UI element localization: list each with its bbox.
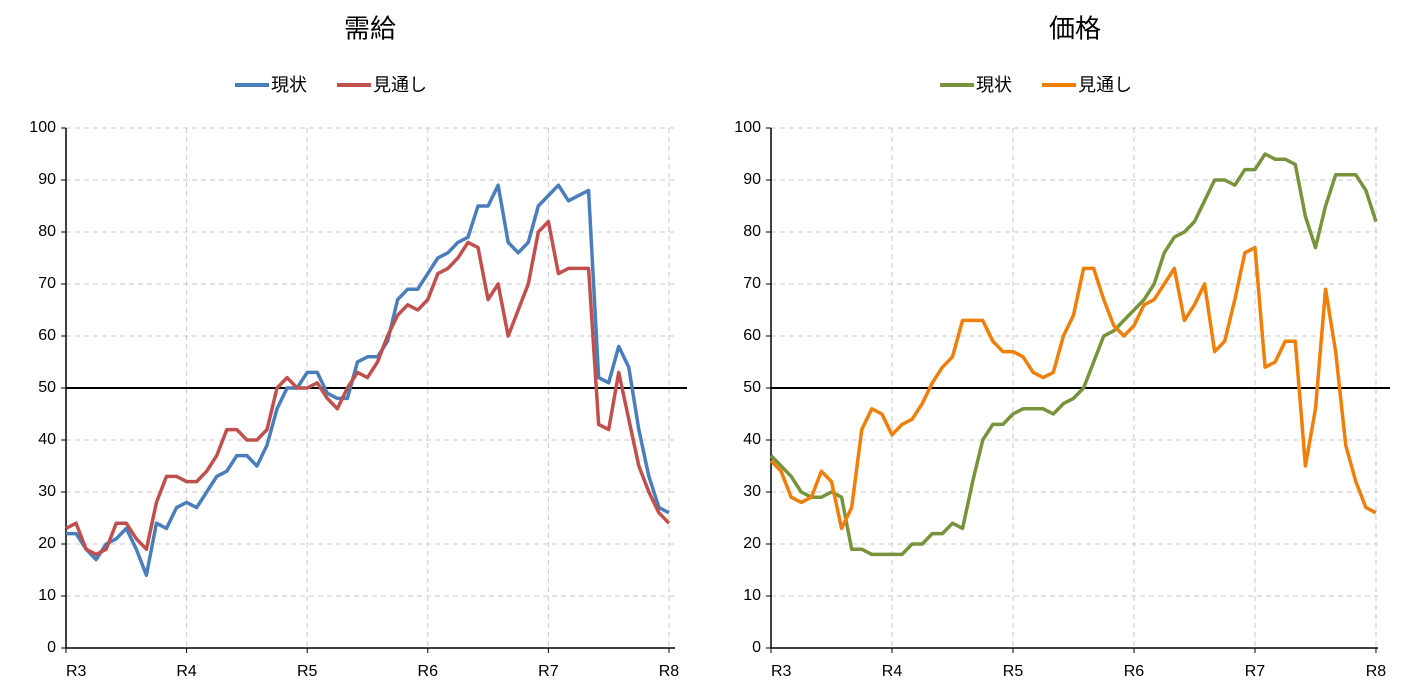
y-tick-label: 70 (743, 275, 761, 292)
y-tick-label: 60 (743, 327, 761, 344)
x-tick-label: R8 (659, 663, 680, 680)
y-tick-label: 50 (743, 379, 761, 396)
series-line (65, 219, 671, 557)
y-tick-label: 80 (38, 223, 56, 240)
x-tick-label: R6 (418, 663, 439, 680)
legend-label: 見通し (1078, 75, 1132, 96)
x-tick-label: R3 (771, 663, 792, 680)
y-tick-label: 90 (38, 171, 56, 188)
x-tick-label: R7 (1245, 663, 1266, 680)
y-tick-label: 10 (38, 587, 56, 604)
x-tick-label: R5 (1003, 663, 1024, 680)
x-tick-label: R3 (66, 663, 87, 680)
x-tick-label: R7 (538, 663, 559, 680)
x-tick-label: R4 (176, 663, 197, 680)
chart-title: 需給 (344, 15, 396, 45)
y-tick-label: 80 (743, 223, 761, 240)
y-tick-label: 40 (743, 431, 761, 448)
x-tick-label: R8 (1366, 663, 1387, 680)
y-tick-label: 70 (38, 275, 56, 292)
y-tick-label: 10 (743, 587, 761, 604)
series-line (769, 152, 1378, 557)
y-tick-label: 60 (38, 327, 56, 344)
y-tick-label: 100 (29, 119, 56, 136)
y-tick-label: 100 (734, 119, 761, 136)
series-line (769, 245, 1377, 531)
y-tick-label: 0 (47, 639, 56, 656)
y-tick-label: 90 (743, 171, 761, 188)
y-tick-label: 30 (38, 483, 56, 500)
chart-title: 価格 (1049, 15, 1101, 45)
x-tick-label: R4 (882, 663, 903, 680)
legend-label: 現状 (271, 75, 307, 96)
y-tick-label: 0 (752, 639, 761, 656)
x-tick-label: R6 (1124, 663, 1145, 680)
x-tick-label: R5 (297, 663, 318, 680)
legend-label: 現状 (976, 75, 1012, 96)
y-tick-label: 20 (743, 535, 761, 552)
y-tick-label: 30 (743, 483, 761, 500)
series-line (66, 183, 670, 577)
y-tick-label: 20 (38, 535, 56, 552)
y-tick-label: 40 (38, 431, 56, 448)
legend-label: 見通し (373, 75, 427, 96)
y-tick-label: 50 (38, 379, 56, 396)
